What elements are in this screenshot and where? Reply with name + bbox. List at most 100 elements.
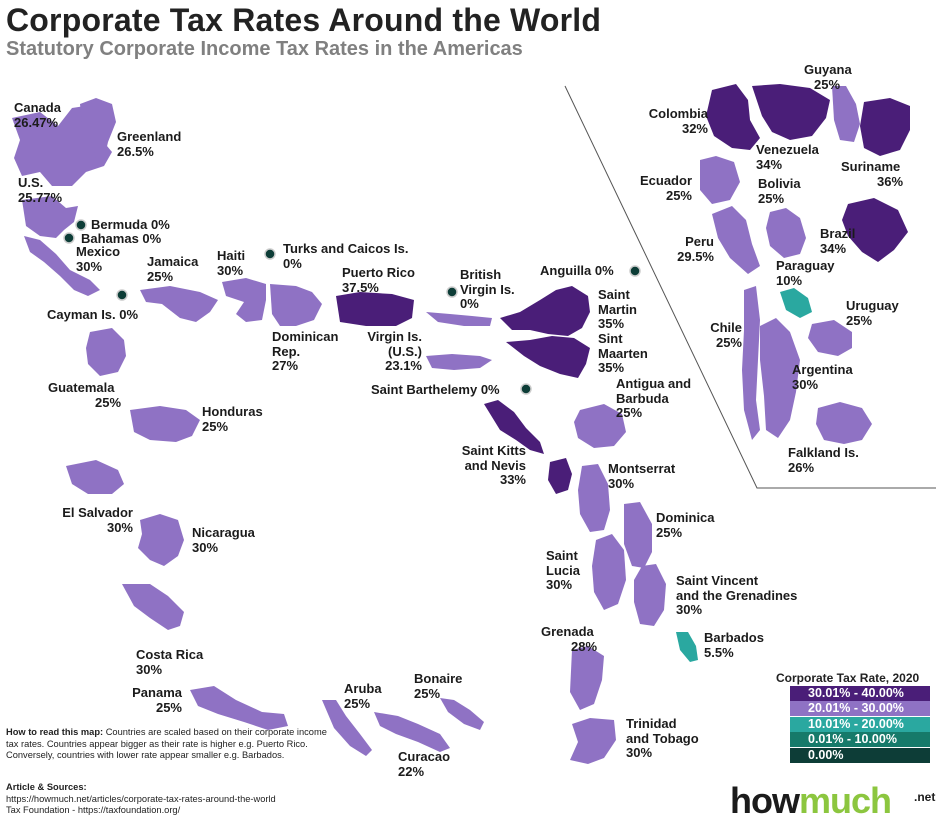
region-us (22, 196, 78, 238)
region-peru (712, 206, 760, 274)
label-venezuela: Venezuela 34% (756, 142, 819, 172)
label-bvi: British Virgin Is. 0% (460, 267, 515, 311)
region-saint-lucia (592, 534, 626, 610)
label-paraguay: Paraguay 10% (776, 258, 835, 288)
region-bolivia (766, 208, 806, 258)
label-guatemala: Guatemala 25% (48, 380, 122, 410)
label-suriname: Suriname 36% (841, 159, 904, 189)
marker-turks (264, 248, 276, 260)
how-to-heading: How to read this map: (6, 727, 104, 737)
region-grenada (570, 646, 604, 710)
source-link-article[interactable]: https://howmuch.net/articles/corporate-t… (6, 793, 276, 804)
label-us: U.S. 25.77% (18, 175, 63, 205)
region-colombia (706, 84, 760, 150)
logo-part2: much (798, 780, 892, 821)
label-grenada: Grenada 28% (541, 624, 598, 654)
region-guyana (832, 86, 860, 142)
marker-saint-barthelemy (520, 383, 532, 395)
label-nicaragua: Nicaragua 30% (192, 525, 255, 555)
marker-cayman (116, 289, 128, 301)
region-costa-rica (122, 584, 184, 630)
label-turks: Turks and Caicos Is. 0% (283, 241, 409, 271)
label-aruba: Aruba 25% (344, 681, 382, 711)
label-dominican: Dominican Rep. 27% (272, 329, 339, 373)
region-jamaica (140, 286, 218, 322)
marker-bahamas (63, 232, 75, 244)
label-falkland: Falkland Is. 26% (788, 445, 859, 475)
region-el-salvador (66, 460, 124, 494)
label-saint-martin: Saint Martin 35% (598, 287, 637, 331)
how-to-text: Countries are scaled based on their corp… (6, 727, 327, 760)
region-curacao (374, 712, 450, 752)
label-saint-barthelemy: Saint Barthelemy 0% (371, 382, 500, 397)
label-bahamas: Bahamas 0% (81, 231, 162, 246)
label-montserrat: Montserrat 30% (608, 461, 676, 491)
sources-heading: Article & Sources: (6, 782, 87, 792)
legend-item: 20.01% - 30.00% (790, 701, 930, 716)
region-puerto-rico (336, 292, 414, 326)
region-bonaire (440, 698, 484, 730)
label-barbados: Barbados 5.5% (704, 630, 764, 660)
region-greenland (80, 98, 116, 160)
label-greenland: Greenland 26.5% (117, 129, 182, 159)
label-brazil: Brazil 34% (820, 226, 856, 256)
label-canada: Canada 26.47% (14, 100, 61, 130)
region-panama (190, 686, 288, 730)
label-bonaire: Bonaire 25% (414, 671, 463, 701)
label-jamaica: Jamaica 25% (147, 254, 199, 284)
label-colombia: Colombia 32% (648, 106, 708, 136)
region-mexico (24, 236, 100, 296)
region-saint-kitts (484, 400, 544, 454)
region-argentina (760, 318, 800, 438)
region-aruba (322, 700, 372, 756)
region-uruguay (808, 320, 852, 356)
label-saint-kitts: Saint Kitts and Nevis 33% (461, 443, 526, 487)
region-saint-vincent (634, 564, 666, 626)
region-bvi (426, 312, 492, 326)
inset-frame (564, 85, 936, 489)
region-paraguay (780, 288, 812, 318)
label-argentina: Argentina 30% (792, 362, 853, 392)
label-cayman: Cayman Is. 0% (47, 307, 139, 322)
label-saint-lucia: Saint Lucia 30% (546, 548, 580, 592)
page-subtitle: Statutory Corporate Income Tax Rates in … (6, 38, 523, 60)
sources: Article & Sources: https://howmuch.net/a… (6, 782, 346, 817)
region-suriname (860, 98, 910, 156)
label-uruguay: Uruguay 25% (846, 298, 899, 328)
label-panama: Panama 25% (132, 685, 182, 715)
howmuch-logo: howmuch (730, 780, 892, 822)
label-bermuda: Bermuda 0% (91, 217, 170, 232)
legend-item: 30.01% - 40.00% (790, 685, 930, 701)
label-antigua: Antigua and Barbuda 25% (616, 376, 692, 420)
region-dominica (624, 502, 652, 568)
region-falkland (816, 402, 872, 444)
label-honduras: Honduras 25% (202, 404, 263, 434)
legend-item: 0.00% (790, 747, 930, 763)
label-bolivia: Bolivia 25% (758, 176, 801, 206)
region-chile (742, 286, 760, 440)
region-montserrat (578, 464, 610, 532)
label-guyana: Guyana 25% (804, 62, 852, 92)
region-trinidad (570, 718, 616, 764)
label-puerto-rico: Puerto Rico 37.5% (342, 265, 415, 295)
region-guatemala (86, 328, 126, 376)
marker-bermuda (75, 219, 87, 231)
label-ecuador: Ecuador 25% (639, 173, 692, 203)
region-nevis (548, 458, 572, 494)
label-saint-vincent: Saint Vincent and the Grenadines 30% (676, 573, 798, 617)
marker-anguilla (629, 265, 641, 277)
label-el-salvador: El Salvador 30% (62, 505, 133, 535)
label-mexico: Mexico 30% (76, 244, 121, 274)
legend-title: Corporate Tax Rate, 2020 (776, 671, 920, 685)
label-curacao: Curacao 22% (398, 749, 451, 779)
legend: Corporate Tax Rate, 2020 30.01% - 40.00%… (776, 671, 936, 763)
logo-part1: how (730, 780, 800, 821)
source-link-tax-foundation[interactable]: Tax Foundation - https://taxfoundation.o… (6, 805, 181, 815)
page-title: Corporate Tax Rates Around the World (6, 2, 602, 38)
region-haiti (222, 278, 266, 322)
marker-bvi (446, 286, 458, 298)
region-venezuela (752, 84, 830, 140)
region-ecuador (700, 156, 740, 204)
label-usvi: Virgin Is. (U.S.) 23.1% (367, 329, 422, 373)
